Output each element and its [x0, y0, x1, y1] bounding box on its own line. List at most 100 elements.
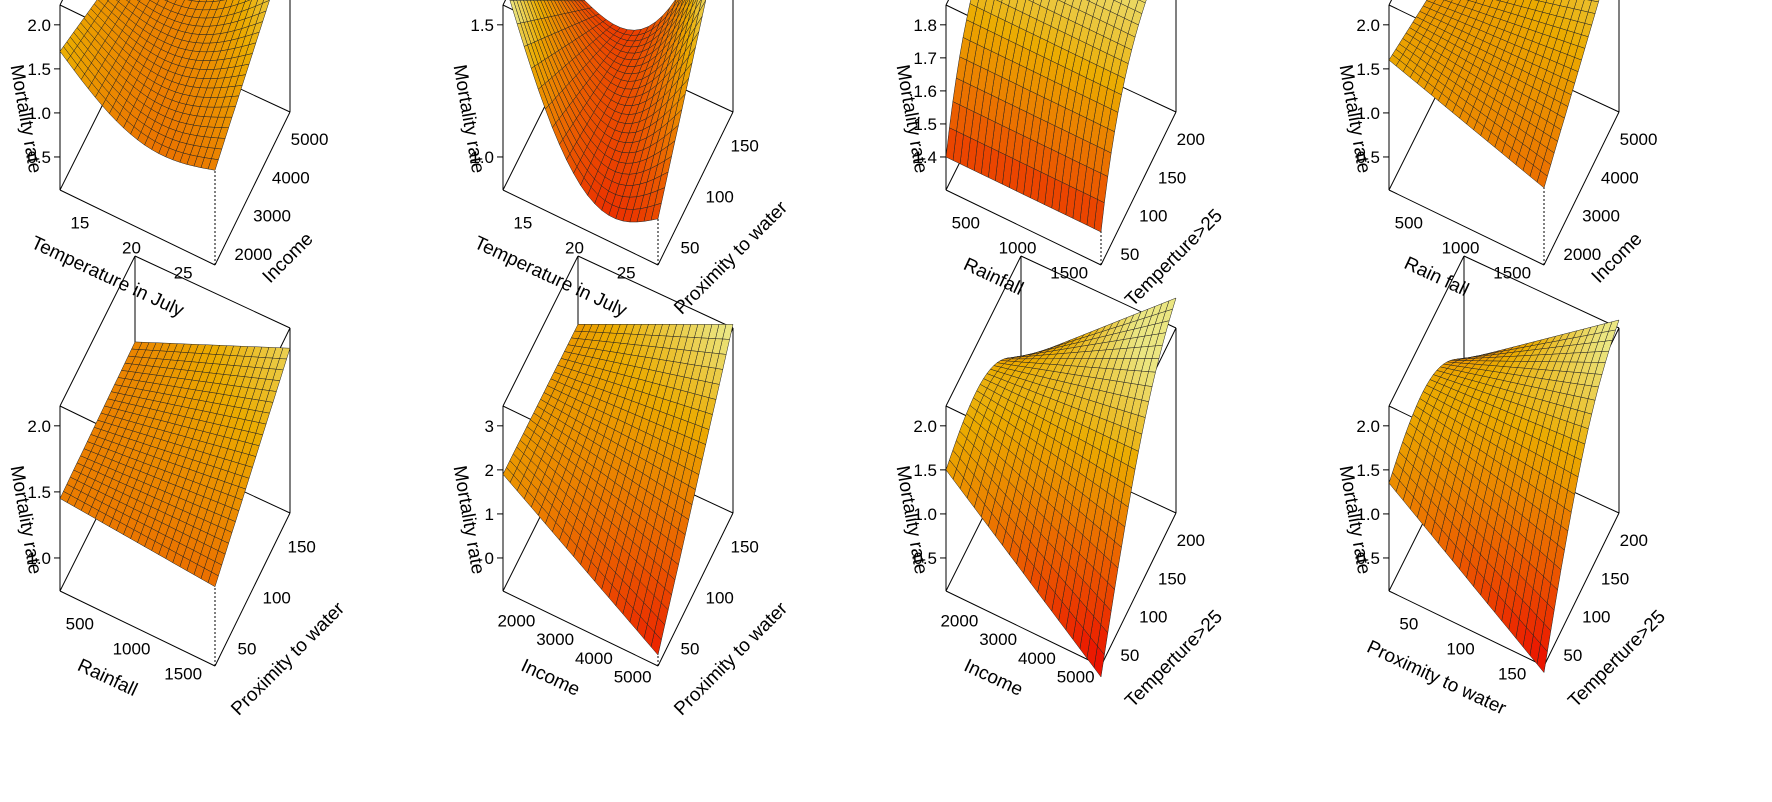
box-edge — [59, 189, 216, 266]
y-tick-label: 200 — [1620, 531, 1648, 550]
z-tick-label: 1.0 — [1356, 104, 1380, 123]
surface-facet — [526, 0, 531, 1]
surface — [502, 324, 734, 656]
panel-4: 0.5 1.0 1.5 2.0 500 1000 1500 2000 3000 4000 5000 R… — [1335, 0, 1658, 301]
x-tick-label: 5000 — [1057, 668, 1095, 687]
y-tick-label: 3000 — [253, 207, 291, 226]
x-axis-label: Rainfall — [74, 655, 140, 701]
x-tick-label: 20 — [122, 239, 141, 258]
y-tick-label: 150 — [731, 137, 759, 156]
y-tick-label: 5000 — [1620, 130, 1658, 149]
surface-facet — [945, 127, 957, 161]
box-edge — [59, 255, 136, 407]
z-tick-label: 2.0 — [27, 417, 51, 436]
y-axis-label: Proximity to water — [227, 598, 349, 720]
z-tick-label: 2.0 — [1356, 417, 1380, 436]
y-tick-label: 200 — [1177, 531, 1205, 550]
box-edge — [1388, 189, 1545, 266]
surface-facet — [523, 0, 528, 1]
box-edge — [59, 590, 216, 667]
y-tick-label: 4000 — [1601, 168, 1639, 187]
y-tick-label: 4000 — [272, 168, 310, 187]
surface-facet — [519, 0, 525, 1]
y-tick-label: 50 — [1563, 646, 1582, 665]
surface — [59, 0, 270, 171]
x-axis-label: Temperature in July — [471, 232, 631, 321]
z-axis-label: Mortality rate — [449, 63, 489, 175]
z-tick-label: 1.0 — [27, 104, 51, 123]
z-axis-label: Mortality rate — [449, 464, 489, 576]
z-tick-label: 1.5 — [913, 461, 937, 480]
y-tick-label: 150 — [288, 538, 316, 557]
y-tick-label: 150 — [731, 538, 759, 557]
surface-facet — [1388, 54, 1400, 67]
x-tick-label: 1000 — [999, 239, 1037, 258]
box-edge — [502, 189, 659, 266]
x-tick-label: 100 — [1446, 640, 1474, 659]
y-tick-label: 100 — [263, 589, 291, 608]
z-tick-label: 1.5 — [470, 16, 494, 35]
surface — [509, 0, 707, 223]
surface-facet — [553, 0, 559, 1]
x-tick-label: 2000 — [940, 611, 978, 630]
x-tick-label: 1500 — [164, 665, 202, 684]
box-edge — [577, 255, 734, 329]
surface-facet — [557, 0, 562, 1]
x-tick-label: 150 — [1498, 665, 1526, 684]
x-tick-label: 1500 — [1493, 264, 1531, 283]
z-tick-label: 2.0 — [913, 417, 937, 436]
y-tick-label: 150 — [1158, 569, 1186, 588]
y-tick-label: 5000 — [291, 130, 329, 149]
panel-2: 1.0 1.5 15 20 25 50 100 150 Temperature in July P… — [449, 0, 792, 322]
z-tick-label: 1.5 — [1356, 461, 1380, 480]
box-edge — [134, 255, 291, 329]
x-tick-label: 3000 — [536, 630, 574, 649]
panel-1: 0.5 1.0 1.5 2.0 15 20 25 2000 3000 4000 5000 Temper… — [6, 0, 329, 322]
surface-facet — [529, 0, 535, 1]
z-tick-label: 2 — [485, 461, 494, 480]
surface — [59, 341, 291, 588]
z-tick-label: 0.5 — [1356, 148, 1380, 167]
box-edge — [657, 512, 734, 667]
x-tick-label: 3000 — [979, 630, 1017, 649]
x-tick-label: 1000 — [113, 640, 151, 659]
surface-facet — [59, 491, 71, 503]
y-tick-label: 50 — [1120, 245, 1139, 264]
z-tick-label: 1.5 — [913, 115, 937, 134]
y-axis-label: Proximity to water — [670, 197, 792, 319]
surface-facet — [560, 0, 566, 2]
z-tick-label: 3 — [485, 417, 494, 436]
box-edge — [945, 189, 1102, 266]
x-axis-label: Rainfall — [960, 254, 1026, 300]
x-tick-label: 500 — [66, 615, 94, 634]
x-tick-label: 20 — [565, 239, 584, 258]
surface-facet — [543, 0, 548, 1]
y-tick-label: 100 — [706, 188, 734, 207]
x-tick-label: 500 — [952, 214, 980, 233]
z-tick-label: 1.4 — [913, 148, 937, 167]
x-axis-label: Income — [518, 655, 583, 700]
z-axis-label: Mortality rate — [6, 464, 46, 576]
z-tick-label: 1.0 — [470, 148, 494, 167]
box-edge — [657, 111, 734, 266]
x-tick-label: 4000 — [1018, 649, 1056, 668]
y-tick-label: 50 — [681, 640, 700, 659]
x-tick-label: 15 — [70, 214, 89, 233]
z-tick-label: 1.8 — [913, 16, 937, 35]
y-tick-label: 50 — [238, 640, 257, 659]
box-edge — [214, 512, 291, 667]
x-tick-label: 25 — [174, 264, 193, 283]
x-tick-label: 25 — [617, 264, 636, 283]
panel-8: 0.51.01.52.05010015050100150200Proximity… — [1335, 255, 1670, 720]
x-tick-label: 5000 — [614, 668, 652, 687]
z-tick-label: 1 — [485, 505, 494, 524]
surface-facet — [577, 0, 583, 2]
y-tick-label: 50 — [681, 239, 700, 258]
y-tick-label: 100 — [1582, 608, 1610, 627]
box-edge — [1100, 111, 1177, 266]
surface — [1388, 0, 1600, 189]
z-tick-label: 2.0 — [1356, 16, 1380, 35]
